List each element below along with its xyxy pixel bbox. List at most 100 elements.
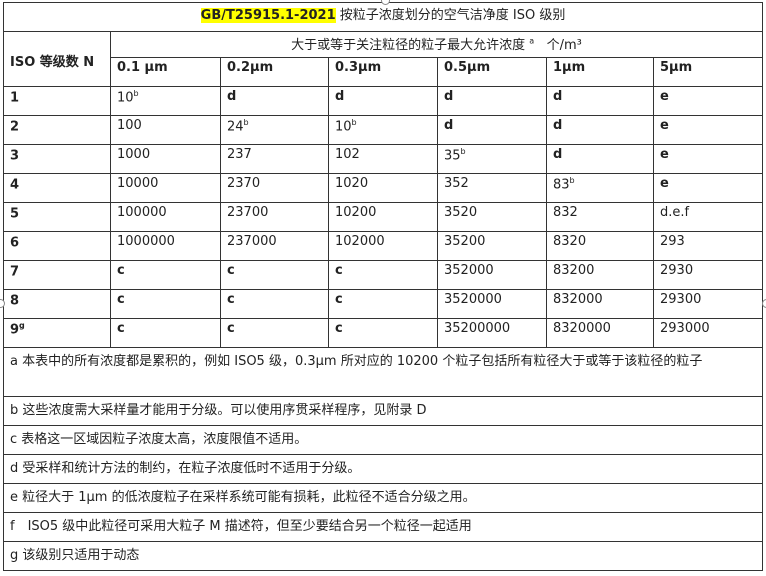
cell-value: c	[227, 321, 235, 336]
concentration-cell: d	[328, 86, 438, 116]
iso-class-header: ISO 等级数 N	[3, 31, 111, 87]
table-row: 1 10b d d d d e	[3, 86, 764, 116]
concentration-header: 大于或等于关注粒径的粒子最大允许浓度 a 个/m³	[109, 31, 764, 58]
concentration-cell: 352000	[437, 260, 547, 290]
table-row: 2 100 24b 10b d d e	[3, 115, 764, 145]
concentration-cell: 2930	[652, 260, 764, 290]
concentration-cell: 832	[546, 202, 654, 232]
cell-value: c	[335, 263, 343, 278]
table-row: 6 1000000 237000 102000 35200 8320 293	[3, 231, 764, 261]
concentration-cell: 2370	[220, 173, 329, 203]
iso-class-cell: 4	[3, 173, 111, 203]
cell-value: 29300	[660, 292, 702, 307]
cell-value: d.e.f	[660, 205, 690, 220]
class-number: 9	[10, 322, 20, 338]
concentration-cell: d	[437, 115, 547, 145]
resize-handle-right[interactable]	[762, 299, 766, 308]
concentration-cell: e	[652, 173, 764, 203]
concentration-cell: e	[652, 86, 764, 116]
table-title: GB/T25915.1-2021 按粒子浓度划分的空气洁净度 ISO 级别	[2, 2, 764, 32]
cell-value: 35	[444, 148, 461, 164]
concentration-cell: 10200	[328, 202, 438, 232]
concentration-cell: 293	[652, 231, 764, 261]
concentration-cell: c	[110, 289, 221, 319]
footnote-ref: g	[19, 321, 25, 330]
footnote: e 粒径大于 1μm 的低浓度粒子在采样系统可能有损耗，此粒径不适合分级之用。	[2, 483, 764, 513]
cell-value: 83200	[553, 263, 595, 278]
cell-value: d	[444, 89, 454, 104]
cell-value: 237	[227, 147, 252, 162]
cell-value: 832	[553, 205, 578, 220]
concentration-cell: 83b	[546, 173, 654, 203]
cell-value: 10200	[335, 205, 377, 220]
class-number: 8	[10, 293, 20, 309]
cell-value: e	[660, 147, 669, 162]
table-row: 4 10000 2370 1020 352 83b e	[3, 173, 764, 203]
concentration-cell: 832000	[546, 289, 654, 319]
cell-value: d	[444, 118, 454, 133]
footnote-ref: b	[351, 118, 357, 127]
cell-value: 352	[444, 176, 469, 191]
cell-value: e	[660, 176, 669, 191]
concentration-cell: 35200	[437, 231, 547, 261]
table-row: 9g c c c 35200000 8320000 293000	[3, 318, 764, 348]
footnote-ref: b	[460, 147, 466, 156]
iso-class-cell: 8	[3, 289, 111, 319]
footnote: c 表格这一区域因粒子浓度太高，浓度限值不适用。	[2, 425, 764, 455]
table-row: 3 1000 237 102 35b d e	[3, 144, 764, 174]
cell-value: c	[335, 292, 343, 307]
concentration-cell: 102	[328, 144, 438, 174]
cell-value: 24	[227, 119, 244, 135]
cell-value: 35200000	[444, 321, 511, 336]
concentration-cell: 35200000	[437, 318, 547, 348]
concentration-cell: 35b	[437, 144, 547, 174]
iso-class-cell: 7	[3, 260, 111, 290]
size-header: 0.3μm	[328, 57, 438, 87]
concentration-cell: e	[652, 144, 764, 174]
concentration-cell: e	[652, 115, 764, 145]
unit-label: 个/m³	[546, 38, 582, 53]
concentration-cell: c	[220, 260, 329, 290]
resize-handle-left[interactable]	[0, 299, 5, 308]
concentration-cell: d	[220, 86, 329, 116]
iso-class-cell: 9g	[3, 318, 111, 348]
footnote: a 本表中的所有浓度都是累积的，例如 ISO5 级，0.3μm 所对应的 102…	[2, 347, 764, 397]
concentration-cell: d	[546, 144, 654, 174]
footnote: f ISO5 级中此粒径可采用大粒子 M 描述符，但至少要结合另一个粒径一起适用	[2, 512, 764, 542]
concentration-cell: 1000000	[110, 231, 221, 261]
cell-value: c	[117, 321, 125, 336]
table-row: 5 100000 23700 10200 3520 832 d.e.f	[3, 202, 764, 232]
cell-value: d	[553, 89, 563, 104]
concentration-cell: c	[220, 289, 329, 319]
cell-value: 23700	[227, 205, 269, 220]
class-number: 7	[10, 264, 20, 280]
concentration-cell: 24b	[220, 115, 329, 145]
concentration-cell: d	[437, 86, 547, 116]
cell-value: c	[227, 292, 235, 307]
cell-value: 293	[660, 234, 685, 249]
concentration-cell: c	[110, 318, 221, 348]
cell-value: d	[335, 89, 345, 104]
concentration-cell: 293000	[652, 318, 764, 348]
concentration-cell: 3520	[437, 202, 547, 232]
cell-value: 83	[553, 177, 570, 193]
concentration-cell: 83200	[546, 260, 654, 290]
footnote: d 受采样和统计方法的制约，在粒子浓度低时不适用于分级。	[2, 454, 764, 484]
cell-value: c	[117, 292, 125, 307]
cell-value: d	[553, 118, 563, 133]
class-number: 4	[10, 177, 20, 193]
cell-value: 8320	[553, 234, 587, 249]
cell-value: 293000	[660, 321, 710, 336]
concentration-cell: 10b	[328, 115, 438, 145]
class-number: 1	[10, 90, 20, 106]
concentration-cell: c	[328, 260, 438, 290]
cell-value: 10	[335, 119, 352, 135]
concentration-cell: d.e.f	[652, 202, 764, 232]
footnote-ref: b	[243, 118, 249, 127]
resize-handle-top[interactable]	[381, 0, 390, 5]
cell-value: 2930	[660, 263, 694, 278]
footnote: g 该级别只适用于动态	[2, 541, 764, 571]
cell-value: 352000	[444, 263, 494, 278]
cell-value: 2370	[227, 176, 261, 191]
